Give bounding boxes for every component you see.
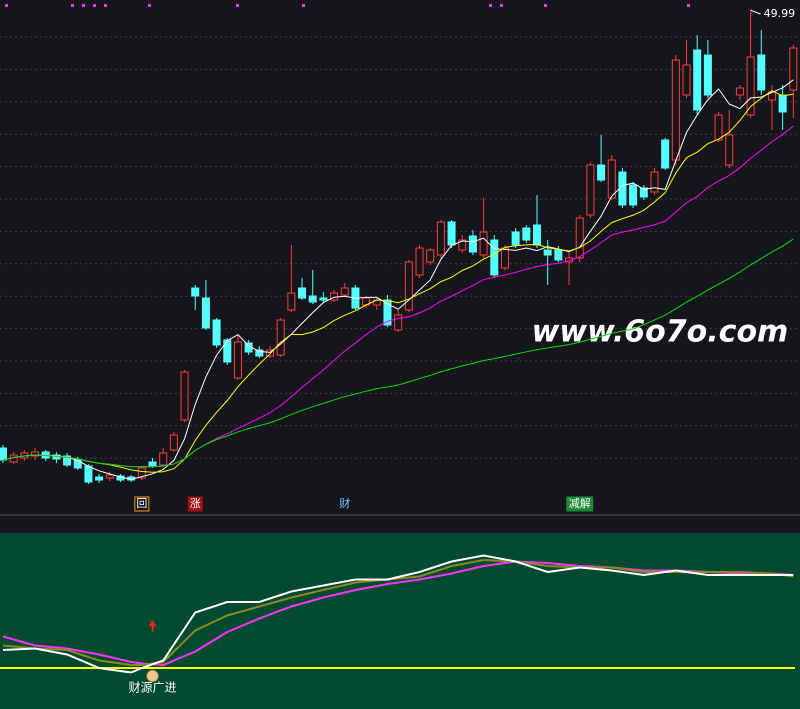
top-dot <box>71 4 74 7</box>
marker-box <box>187 496 203 512</box>
marker-label: 减解 <box>569 496 591 510</box>
top-dot <box>500 4 503 7</box>
candle-body <box>266 349 274 357</box>
top-dot <box>687 4 690 7</box>
marker-box <box>566 496 594 512</box>
top-dot <box>104 4 107 7</box>
candle-body <box>105 474 114 479</box>
candle-body <box>31 451 40 457</box>
candle-body <box>319 297 328 301</box>
candle-body <box>137 467 146 479</box>
indicator-line <box>2 554 794 674</box>
candle-body <box>757 54 766 91</box>
top-dot <box>5 4 8 7</box>
candle-body <box>223 339 232 363</box>
candle-body <box>725 134 734 166</box>
top-dot <box>544 4 547 7</box>
signal-icon <box>146 669 160 683</box>
candle-body <box>661 139 670 169</box>
marker-box <box>134 496 150 512</box>
candle-body <box>0 447 7 461</box>
candle-body <box>148 461 157 467</box>
top-dot <box>236 4 239 7</box>
candle-body <box>789 47 798 91</box>
candle-body <box>468 235 477 253</box>
high-label: 49.99 <box>764 7 796 20</box>
high-pointer <box>750 9 761 15</box>
candle-body <box>394 314 403 331</box>
candle-body <box>533 224 541 246</box>
candle-body <box>682 64 691 96</box>
candle-body <box>95 476 104 481</box>
candle-body <box>63 455 72 466</box>
signal-arrow <box>148 620 157 632</box>
top-dot <box>489 4 492 7</box>
candle-body <box>543 249 552 256</box>
candle-body <box>212 319 221 346</box>
candle-body <box>597 164 606 181</box>
candle-body <box>73 459 82 469</box>
ma-line <box>2 90 794 473</box>
marker-label: 回 <box>136 497 147 510</box>
candle-body <box>479 231 488 256</box>
candle-body <box>607 159 616 199</box>
candle-body <box>703 54 712 96</box>
candle-body <box>287 292 296 311</box>
top-dot <box>148 4 151 7</box>
candle-body <box>180 371 189 421</box>
candle-body <box>639 187 648 198</box>
candle-body <box>629 184 638 206</box>
candle-body <box>298 287 307 299</box>
candle-body <box>490 239 499 276</box>
candle-body <box>201 297 210 329</box>
top-dot <box>302 4 305 7</box>
marker-label: 涨 <box>190 497 201 510</box>
candle-body <box>714 114 723 141</box>
candle-body <box>404 261 413 311</box>
candle-body <box>276 319 285 356</box>
candle-body <box>340 287 349 296</box>
indicator-line <box>2 560 794 667</box>
candle-body <box>191 287 200 297</box>
candle-body <box>735 87 744 96</box>
ma-line <box>2 79 794 480</box>
candle-body <box>415 247 424 276</box>
candle-body <box>500 247 509 269</box>
candle-body <box>233 341 242 379</box>
candle-body <box>671 59 680 161</box>
candle-body <box>565 257 574 263</box>
candle-body <box>778 94 787 113</box>
price-panel <box>0 0 800 515</box>
candle-body <box>169 434 178 451</box>
ma-line <box>2 238 794 468</box>
marker-label: 财 <box>339 496 350 510</box>
candle-body <box>650 171 659 193</box>
top-dot <box>82 4 85 7</box>
candle-body <box>436 221 445 256</box>
candle-body <box>554 249 563 261</box>
top-dot <box>93 4 96 7</box>
candle-body <box>522 227 531 241</box>
candle-body <box>458 239 467 251</box>
candle-body <box>746 56 755 116</box>
candle-body <box>693 49 702 111</box>
candle-body <box>575 217 584 259</box>
candle-body <box>447 221 456 246</box>
indicator-panel <box>0 533 800 709</box>
candle-body <box>511 231 520 246</box>
candle-body <box>426 249 435 263</box>
signal-label: 财源广进 <box>129 681 177 695</box>
candle-body <box>586 164 595 216</box>
candle-body <box>255 349 264 357</box>
candle-body <box>308 295 317 303</box>
candle-body <box>159 452 168 466</box>
candle-body <box>84 465 93 483</box>
